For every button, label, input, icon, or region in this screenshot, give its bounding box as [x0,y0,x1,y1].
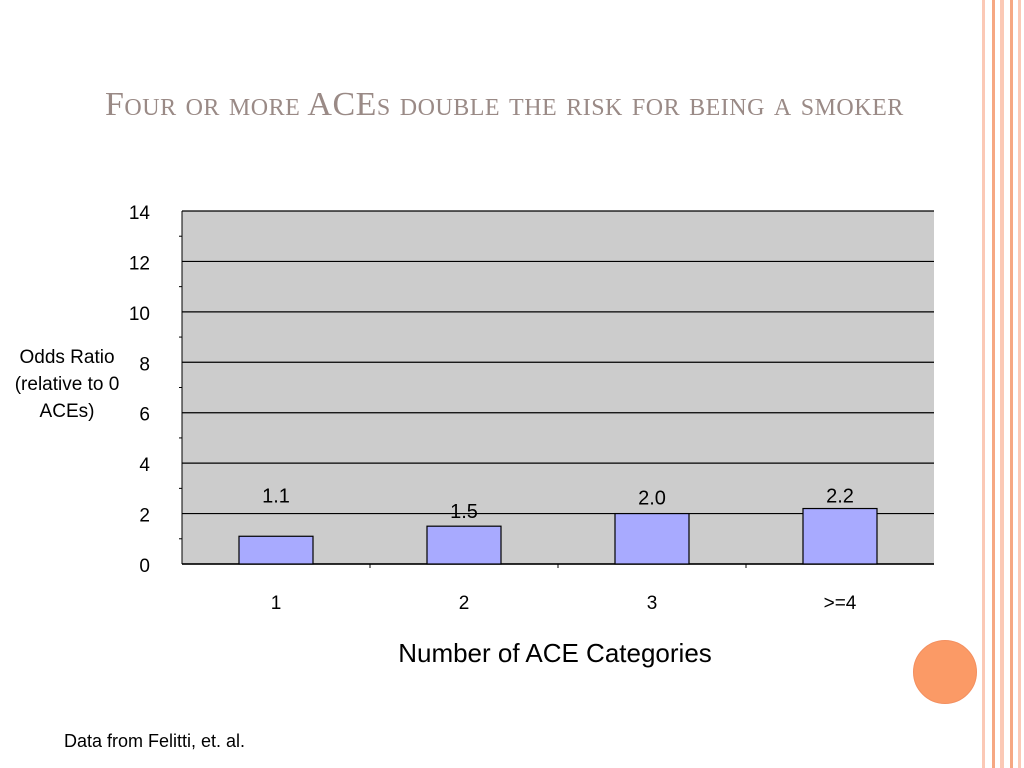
y-axis-label-line-2: (relative to 0 [14,374,120,395]
slide-title: Four or more ACEs double the risk for be… [105,86,904,123]
x-tick-label: 1 [271,593,282,614]
y-axis-label-line-1: Odds Ratio [19,347,115,368]
decorative-stripes [980,0,1024,768]
decorative-stripe [992,0,995,768]
data-label: 1.1 [262,485,290,507]
y-tick-label: 2 [139,506,150,527]
y-tick-label: 4 [139,455,150,476]
x-tick-label: >=4 [824,593,857,614]
y-tick-label: 8 [139,354,150,375]
y-tick-label: 10 [129,304,150,325]
decorative-stripe [1000,0,1004,768]
decorative-stripe [1018,0,1021,768]
y-tick-label: 6 [139,405,150,426]
decorative-stripe [1010,0,1013,768]
y-axis-label: Odds Ratio (relative to 0 ACEs) [0,344,134,425]
data-label: 2.2 [826,486,854,508]
y-axis-label-line-3: ACEs) [39,401,95,422]
data-label: 1.5 [450,501,478,523]
y-tick-label: 14 [129,203,151,224]
x-tick-label: 3 [647,593,658,614]
decorative-circle [913,640,977,704]
bar [426,525,502,565]
bar [238,535,314,565]
source-note: Data from Felitti, et. al. [64,731,246,751]
bar [802,507,878,565]
decorative-stripe [982,0,985,768]
bar [614,512,690,565]
x-tick-label: 2 [459,593,470,614]
data-label: 2.0 [638,488,666,510]
plot-area [182,211,934,564]
y-tick-label: 0 [139,556,150,577]
y-tick-label: 12 [129,253,150,274]
x-axis-label: Number of ACE Categories [398,638,712,668]
